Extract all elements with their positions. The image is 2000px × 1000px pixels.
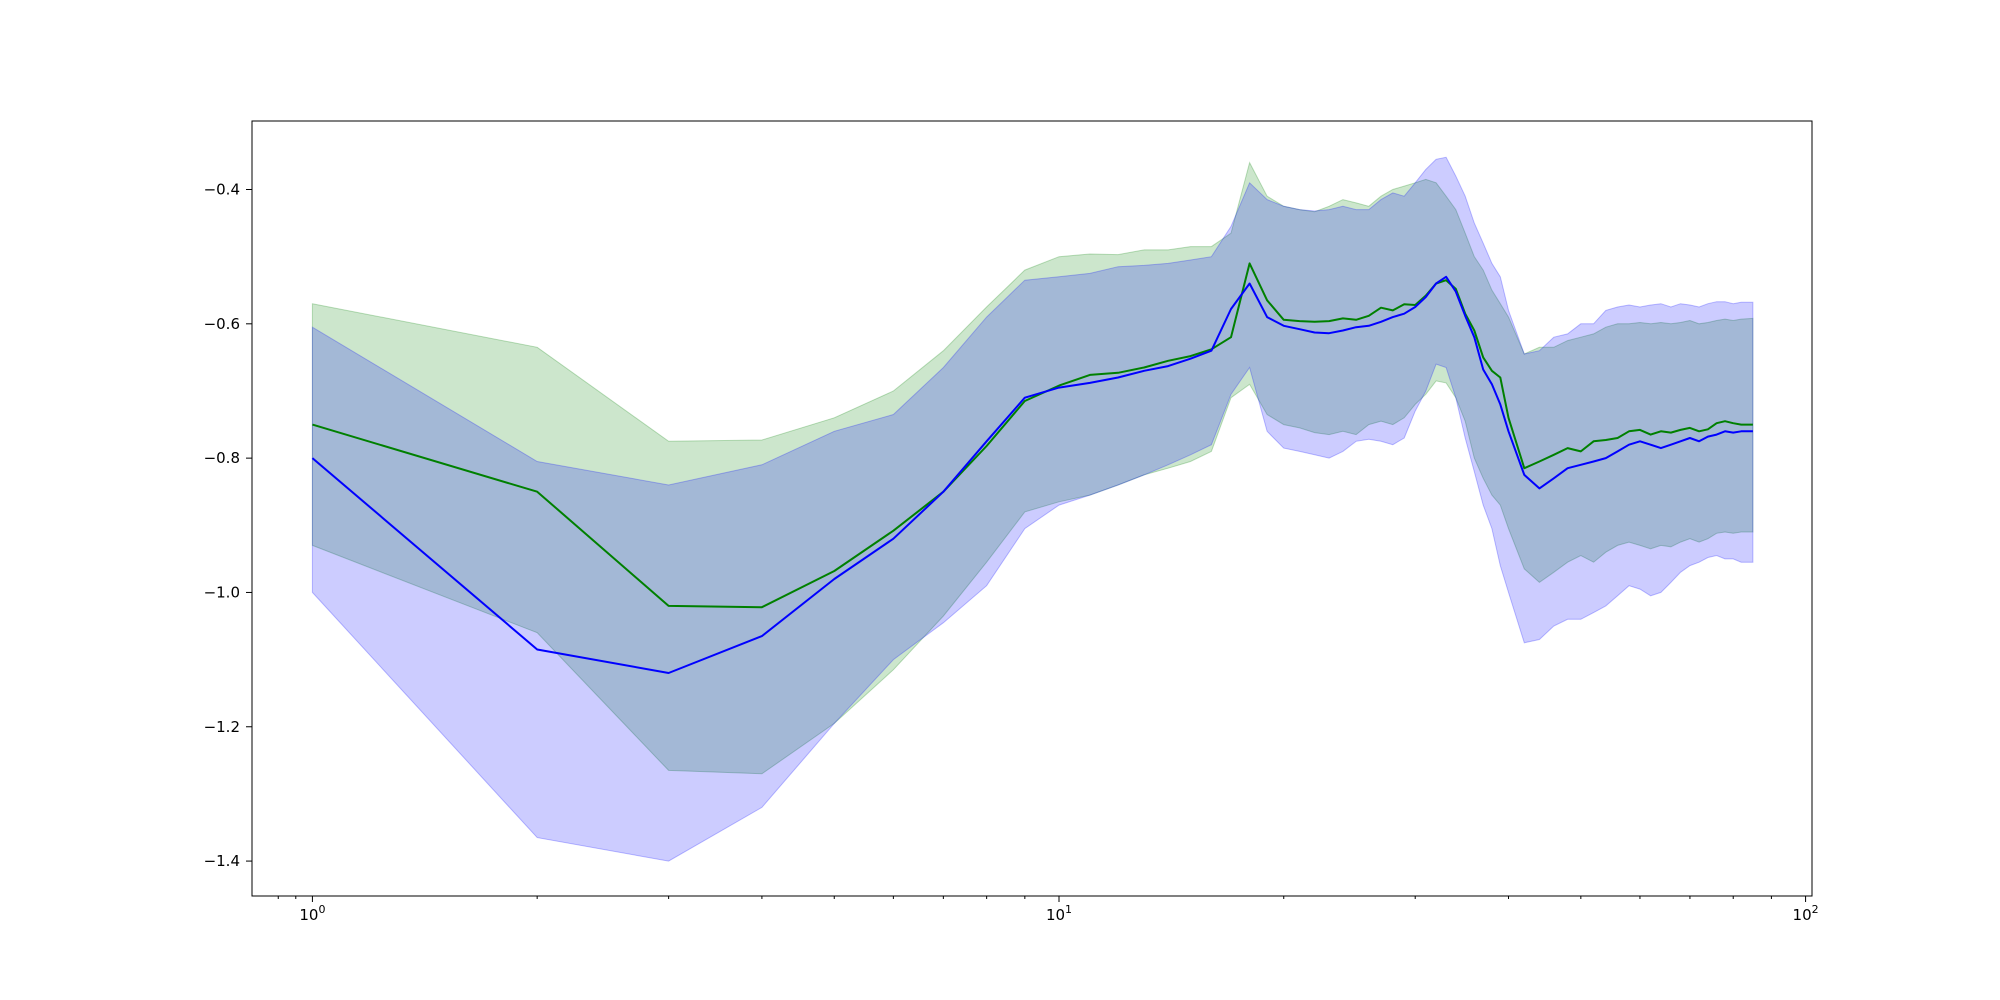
y-tick-label: −1.0 [204, 583, 240, 601]
y-tick-label: −0.8 [204, 449, 240, 467]
line-series-2 [311, 275, 1753, 674]
x-tick-label: 102 [1793, 903, 1819, 924]
y-tick-label: −1.4 [204, 852, 240, 870]
band-series-2 [311, 156, 1754, 862]
band-series-1 [311, 161, 1754, 775]
x-tick-label: 101 [1046, 903, 1072, 924]
y-tick-label: −1.2 [204, 718, 240, 736]
series-lines [311, 262, 1753, 674]
x-tick-label: 100 [299, 903, 325, 924]
y-tick-label: −0.4 [204, 181, 240, 199]
confidence-bands [311, 156, 1754, 862]
y-axis: −0.4 −0.6 −0.8 −1.0 −1.2 −1.4 [204, 181, 252, 870]
plot-frame [251, 120, 1813, 897]
y-tick-label: −0.6 [204, 315, 240, 333]
x-axis: 100 101 102 [277, 896, 1819, 924]
